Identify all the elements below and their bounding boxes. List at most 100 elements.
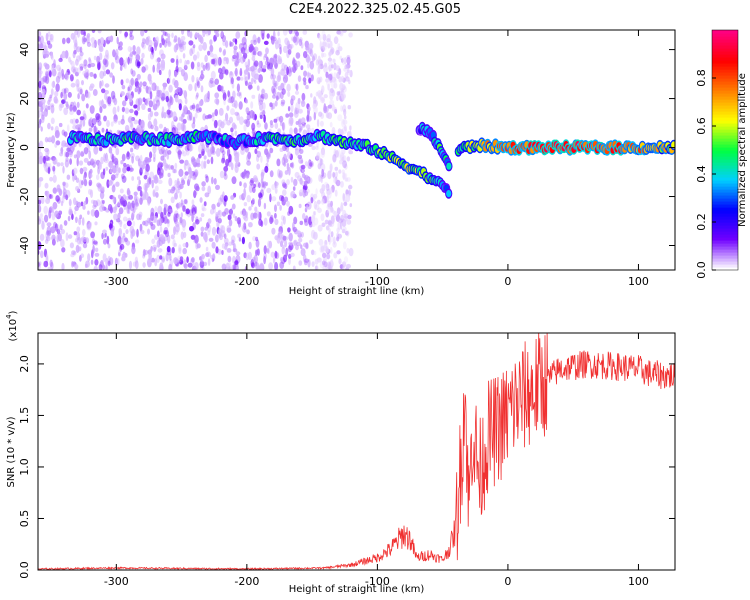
noise-speck [38, 36, 41, 42]
colorbar-segment [712, 75, 738, 79]
noise-speck [215, 32, 220, 38]
noise-speck [227, 255, 232, 263]
noise-speck [268, 262, 273, 270]
noise-speck [101, 80, 104, 87]
noise-speck [256, 248, 260, 256]
noise-speck [200, 231, 204, 237]
noise-speck [109, 164, 114, 170]
noise-speck [46, 162, 50, 167]
noise-speck [78, 179, 83, 189]
chart-title: C2E4.2022.325.02.45.G05 [288, 2, 462, 17]
noise-speck [215, 246, 219, 254]
noise-speck [150, 212, 155, 221]
noise-speck [76, 237, 82, 245]
noise-speck [288, 253, 292, 259]
noise-speck [110, 227, 115, 237]
noise-speck [243, 124, 247, 132]
noise-speck [139, 161, 144, 168]
noise-speck [259, 262, 265, 270]
noise-speck [147, 113, 152, 121]
y-tick-label: 0.5 [18, 510, 31, 528]
noise-speck [132, 50, 137, 55]
noise-speck [93, 145, 99, 155]
noise-speck [281, 156, 286, 166]
noise-speck [335, 49, 340, 56]
noise-speck [326, 195, 329, 203]
noise-speck [63, 107, 69, 116]
noise-speck [182, 247, 187, 255]
noise-speck [183, 64, 188, 71]
noise-speck [298, 119, 302, 128]
noise-speck [199, 217, 203, 222]
noise-speck [230, 207, 233, 217]
noise-speck [339, 82, 344, 91]
noise-speck [304, 161, 308, 167]
noise-speck [142, 124, 145, 132]
noise-speck [64, 142, 69, 148]
noise-speck [228, 262, 232, 269]
noise-speck [189, 48, 193, 56]
noise-speck [189, 144, 194, 152]
noise-speck [45, 253, 49, 260]
noise-speck [142, 262, 146, 268]
noise-speck [191, 213, 194, 223]
noise-speck [305, 84, 309, 90]
noise-speck [154, 42, 158, 52]
noise-speck [77, 93, 80, 100]
noise-speck [234, 164, 239, 173]
noise-speck [167, 150, 172, 155]
noise-speck [57, 227, 60, 237]
noise-speck [159, 42, 162, 48]
noise-speck [115, 147, 120, 156]
noise-speck [295, 83, 299, 91]
noise-speck [148, 100, 154, 108]
noise-speck [321, 147, 325, 156]
noise-speck [347, 68, 350, 74]
noise-speck [332, 63, 338, 69]
noise-speck [245, 49, 250, 54]
noise-speck [43, 205, 48, 215]
noise-speck [329, 121, 333, 128]
noise-speck [167, 172, 171, 178]
noise-speck [236, 83, 240, 93]
noise-speck [63, 88, 67, 94]
noise-speck [237, 219, 242, 228]
noise-speck [251, 77, 254, 85]
colorbar-segment [712, 117, 738, 121]
colorbar-segment [712, 45, 738, 49]
colorbar-segment [712, 36, 738, 40]
noise-speck [328, 228, 331, 235]
noise-speck [196, 61, 201, 68]
noise-speck [104, 83, 110, 88]
noise-speck [147, 44, 153, 52]
noise-speck [288, 30, 293, 35]
noise-speck [341, 94, 346, 99]
noise-speck [296, 60, 301, 68]
noise-speck [47, 166, 51, 175]
noise-speck [222, 50, 226, 56]
noise-speck [190, 258, 195, 267]
noise-speck [131, 228, 136, 237]
noise-speck [345, 194, 351, 203]
y-tick-label: 1.0 [18, 458, 31, 476]
colorbar-segment [712, 120, 738, 124]
noise-speck [181, 219, 187, 228]
noise-speck [104, 54, 109, 60]
colorbar-segment [712, 39, 738, 43]
noise-speck [236, 92, 242, 97]
noise-speck [152, 64, 155, 73]
noise-speck [142, 97, 146, 102]
noise-speck [288, 241, 294, 246]
noise-speck [38, 262, 41, 268]
noise-speck [184, 97, 188, 105]
noise-speck [183, 90, 188, 99]
noise-speck [301, 92, 306, 101]
noise-speck [290, 117, 294, 127]
noise-speck [117, 45, 123, 51]
noise-speck [319, 40, 322, 50]
noise-speck [127, 209, 131, 214]
colorbar-segment [712, 159, 738, 163]
noise-speck [141, 66, 146, 73]
noise-speck [230, 108, 235, 116]
noise-speck [93, 125, 97, 135]
